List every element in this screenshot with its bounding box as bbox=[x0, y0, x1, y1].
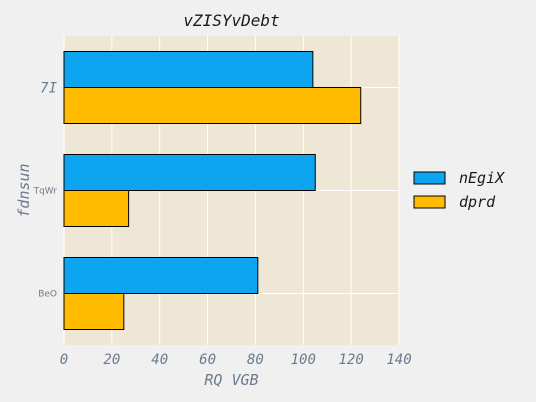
x-tick-label: 80 bbox=[247, 352, 264, 368]
chart-title: vZISYvDebt bbox=[183, 11, 279, 30]
x-tick-label: 120 bbox=[338, 352, 363, 368]
bar-nEgiX-7I bbox=[63, 51, 314, 88]
bars-group bbox=[63, 51, 362, 330]
x-axis-label: RQ VGB bbox=[204, 371, 258, 389]
y-tick-label: 7I bbox=[40, 81, 57, 97]
bar-nEgiX-TqWr bbox=[63, 154, 316, 191]
legend-label-dprd: dprd bbox=[459, 193, 496, 211]
x-tick-label: 40 bbox=[151, 352, 168, 368]
bar-dprd-7I bbox=[63, 87, 362, 124]
y-axis-label: fdnsun bbox=[15, 163, 33, 217]
x-tick-label: 60 bbox=[199, 352, 216, 368]
legend-swatch-dprd bbox=[413, 195, 446, 209]
legend: nEgiX dprd bbox=[413, 169, 505, 211]
x-tick-label: 0 bbox=[60, 352, 68, 368]
y-tick-label: TqWr bbox=[33, 187, 58, 197]
legend-swatch-negix bbox=[413, 171, 446, 185]
bar-nEgiX-BeO bbox=[63, 257, 259, 294]
y-tick-labels: 7I TqWr BeO bbox=[33, 81, 58, 300]
bar-dprd-BeO bbox=[63, 293, 125, 330]
legend-label-negix: nEgiX bbox=[459, 169, 505, 187]
x-tick-label: 100 bbox=[291, 352, 316, 368]
x-tick-label: 140 bbox=[386, 352, 411, 368]
bar-dprd-TqWr bbox=[63, 190, 130, 227]
x-tick-label: 20 bbox=[103, 352, 120, 368]
x-tick-labels: 0 20 40 60 80 100 120 140 bbox=[60, 352, 412, 368]
y-tick-label: BeO bbox=[38, 290, 57, 300]
